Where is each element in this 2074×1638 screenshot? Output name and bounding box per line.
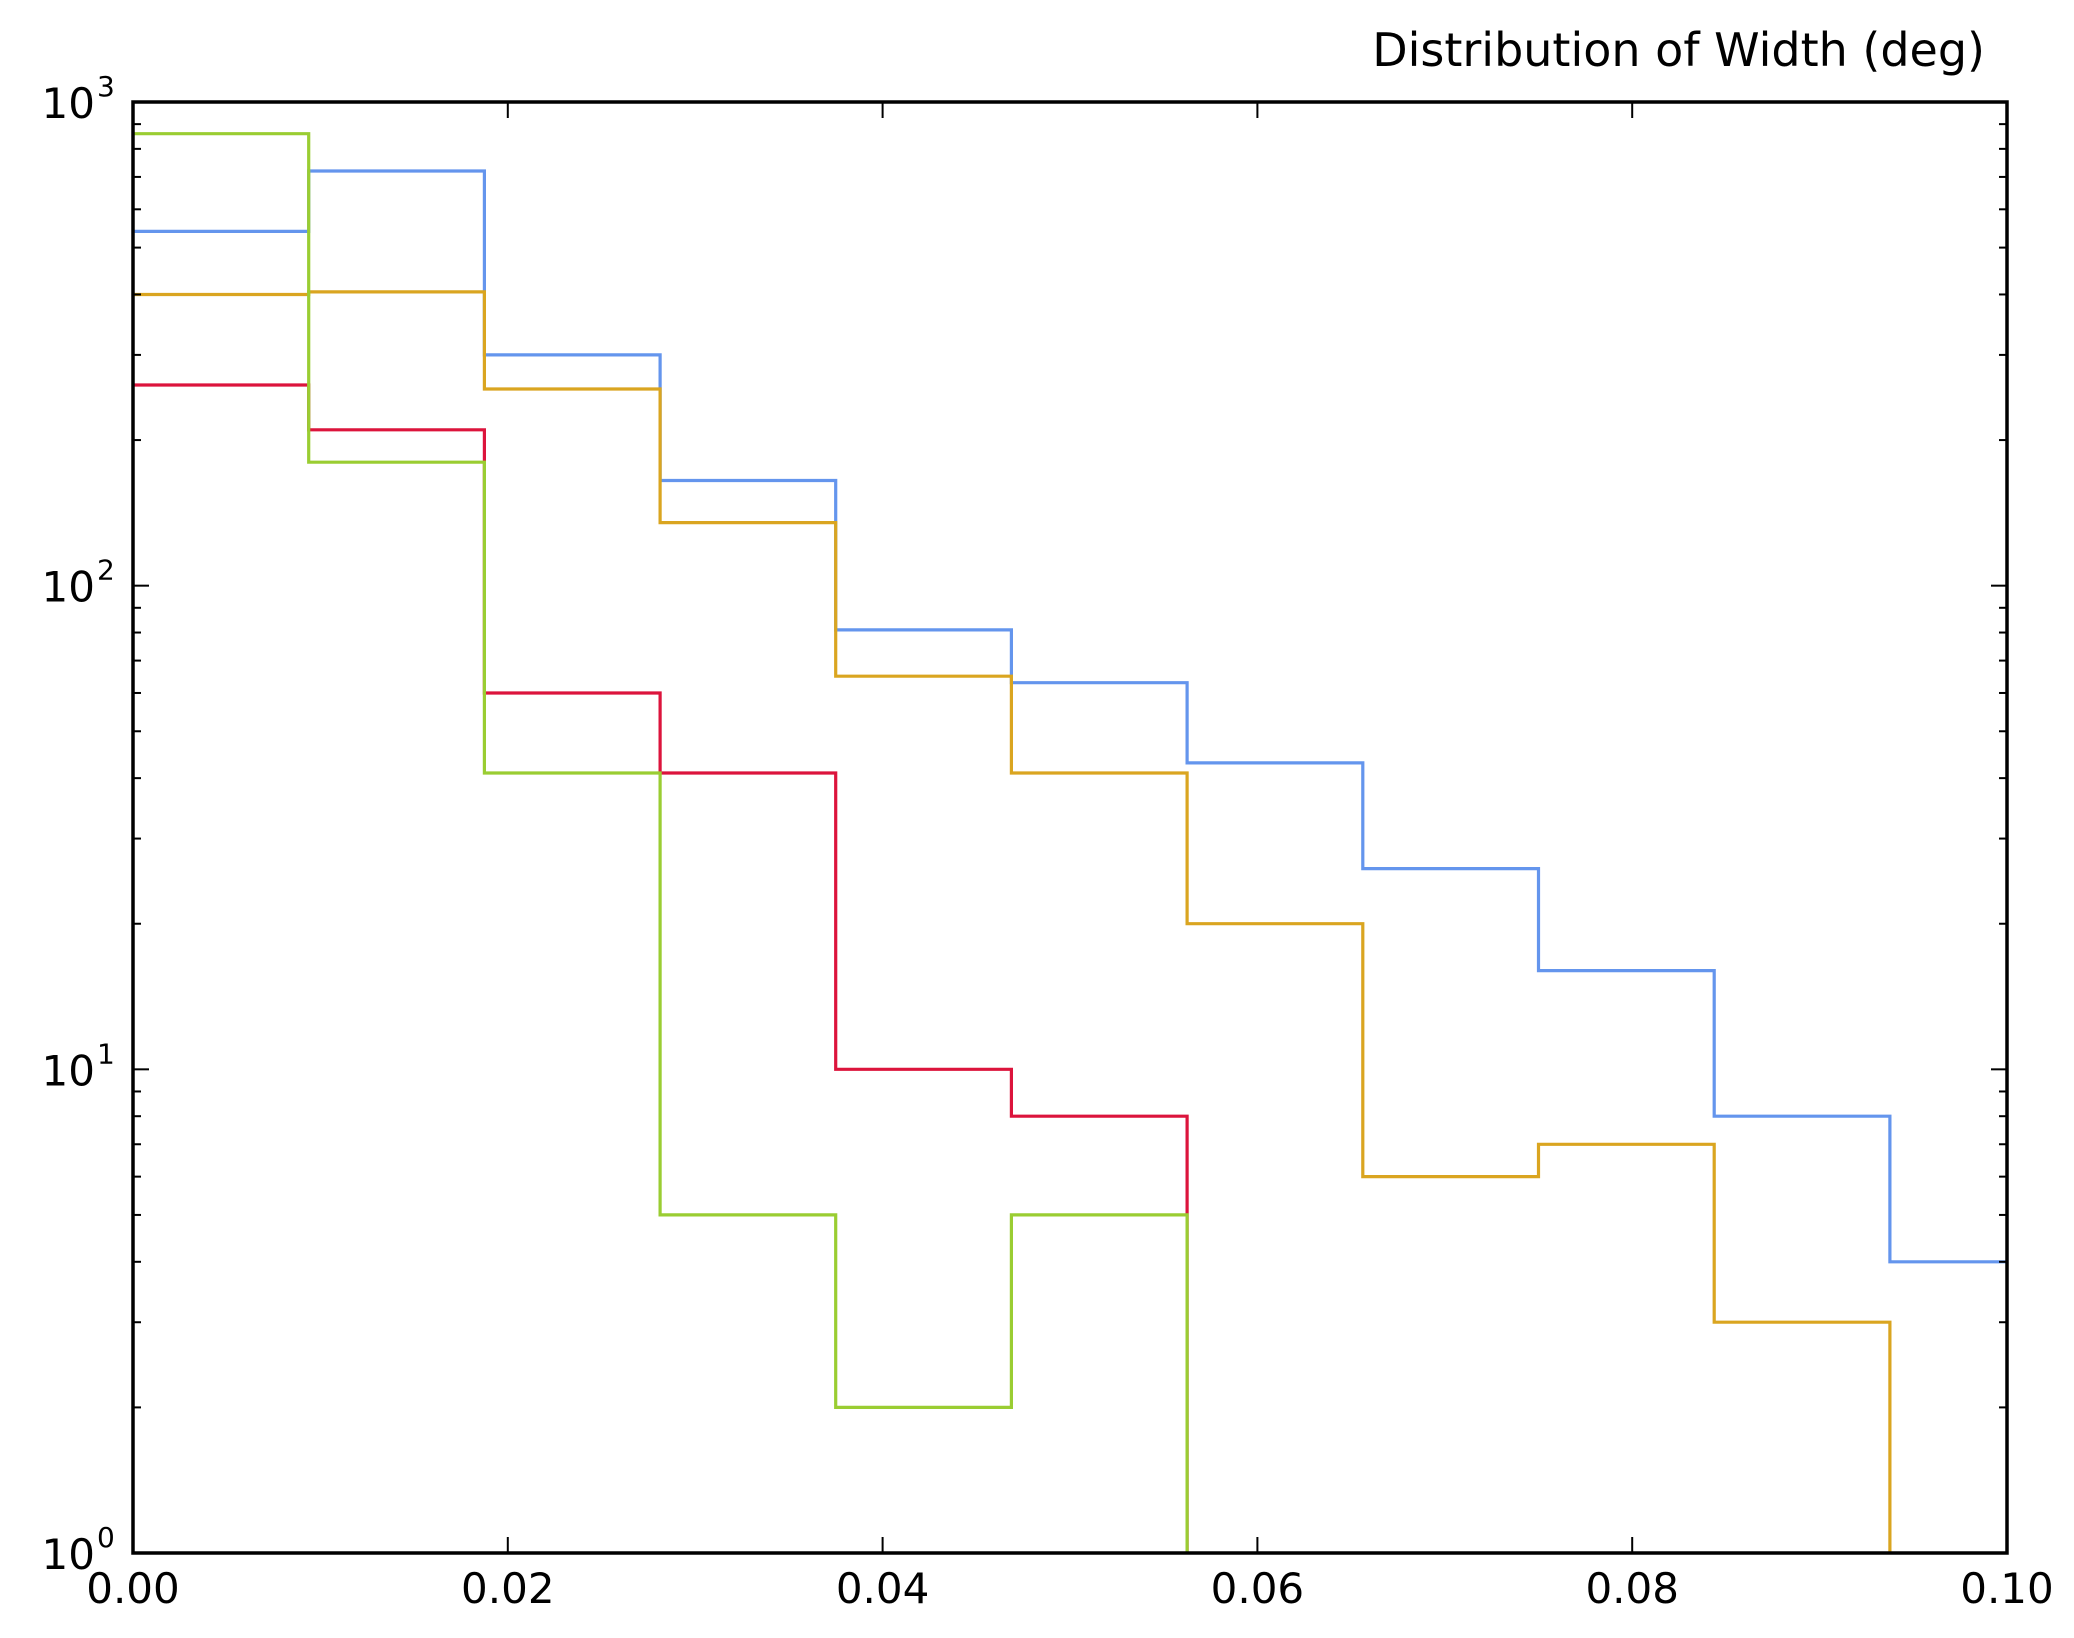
- x-tick-label: 0.02: [461, 1564, 555, 1613]
- x-tick-label: 0.08: [1585, 1564, 1679, 1613]
- y-tick-label-exponent: 1: [97, 1037, 115, 1070]
- series-2-step-line: [133, 290, 1892, 1553]
- tick-layer: [132, 101, 2008, 1554]
- y-tick-label-base: 10: [42, 563, 95, 612]
- x-tick-label: 0.06: [1211, 1564, 1305, 1613]
- x-tick-label: 0.00: [86, 1564, 180, 1613]
- series-4-step-line: [133, 132, 1189, 1553]
- series-1-step-line: [133, 169, 2007, 1264]
- x-tick-label: 0.10: [1960, 1564, 2054, 1613]
- y-tick-label-base: 10: [42, 1046, 95, 1095]
- y-tick-label-base: 10: [42, 1530, 95, 1579]
- y-tick-label-exponent: 2: [97, 554, 115, 587]
- y-tick-label-exponent: 3: [97, 70, 115, 103]
- y-tick-label-exponent: 0: [97, 1521, 115, 1554]
- y-tick-label-base: 10: [42, 79, 95, 128]
- chart-title: Distribution of Width (deg): [1372, 23, 1985, 77]
- series-layer: [133, 132, 2007, 1553]
- x-tick-label: 0.04: [836, 1564, 930, 1613]
- plot-frame: [131, 100, 2009, 1555]
